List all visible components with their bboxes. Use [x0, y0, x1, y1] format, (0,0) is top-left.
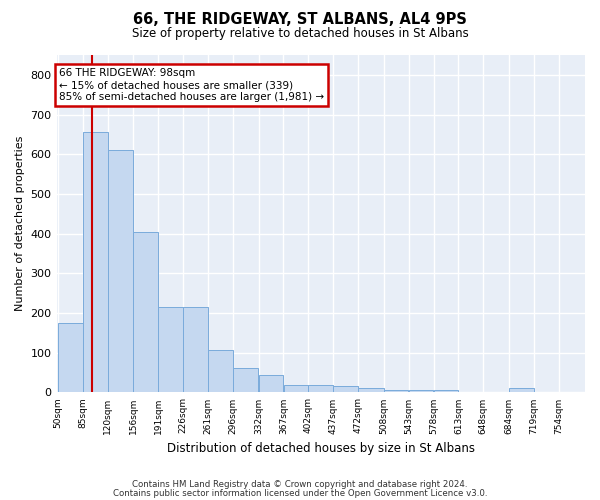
Bar	[384, 390, 409, 392]
Bar	[233, 368, 259, 392]
Bar	[158, 307, 183, 392]
Text: Contains public sector information licensed under the Open Government Licence v3: Contains public sector information licen…	[113, 488, 487, 498]
X-axis label: Distribution of detached houses by size in St Albans: Distribution of detached houses by size …	[167, 442, 475, 455]
Bar	[58, 323, 83, 392]
Text: 66 THE RIDGEWAY: 98sqm
← 15% of detached houses are smaller (339)
85% of semi-de: 66 THE RIDGEWAY: 98sqm ← 15% of detached…	[59, 68, 325, 102]
Bar	[308, 386, 333, 392]
Bar	[208, 350, 233, 393]
Bar	[133, 232, 158, 392]
Bar	[108, 150, 133, 392]
Y-axis label: Number of detached properties: Number of detached properties	[15, 136, 25, 312]
Text: Contains HM Land Registry data © Crown copyright and database right 2024.: Contains HM Land Registry data © Crown c…	[132, 480, 468, 489]
Bar	[358, 388, 383, 392]
Bar	[334, 386, 358, 392]
Bar	[284, 386, 308, 392]
Text: 66, THE RIDGEWAY, ST ALBANS, AL4 9PS: 66, THE RIDGEWAY, ST ALBANS, AL4 9PS	[133, 12, 467, 28]
Bar	[259, 374, 283, 392]
Bar	[509, 388, 533, 392]
Text: Size of property relative to detached houses in St Albans: Size of property relative to detached ho…	[131, 28, 469, 40]
Bar	[409, 390, 433, 392]
Bar	[183, 307, 208, 392]
Bar	[83, 132, 107, 392]
Bar	[434, 390, 458, 392]
